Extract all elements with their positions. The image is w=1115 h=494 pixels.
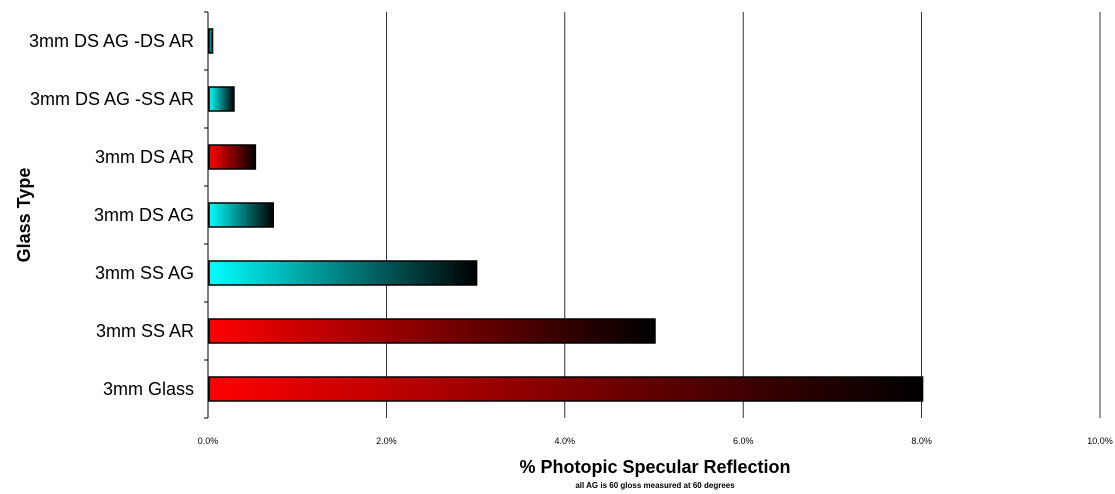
x-axis-note: all AG is 60 gloss measured at 60 degree…: [575, 481, 735, 490]
category-label: 3mm DS AR: [95, 147, 194, 167]
x-tick-label: 2.0%: [376, 436, 397, 446]
category-label: 3mm DS AG -SS AR: [30, 89, 194, 109]
bar: [208, 28, 214, 54]
bars: [208, 28, 924, 402]
x-axis-title: % Photopic Specular Reflection: [519, 457, 790, 477]
category-label: 3mm SS AG: [95, 263, 194, 283]
bar: [208, 260, 478, 286]
x-tick-label: 4.0%: [555, 436, 576, 446]
bar: [208, 202, 274, 228]
x-tick-label: 10.0%: [1087, 436, 1113, 446]
x-tick-label: 6.0%: [733, 436, 754, 446]
bar: [208, 376, 924, 402]
x-tick-label: 8.0%: [911, 436, 932, 446]
category-label: 3mm DS AG -DS AR: [29, 31, 194, 51]
labels: 0.0% 2.0% 4.0% 6.0% 8.0% 10.0% 3mm DS AG -DS A…: [29, 31, 1113, 446]
category-label: 3mm SS AR: [96, 321, 194, 341]
x-tick-label: 0.0%: [198, 436, 219, 446]
bar: [208, 144, 257, 170]
category-label: 3mm DS AG: [94, 205, 194, 225]
y-axis-title: Glass Type: [14, 168, 34, 263]
bar: [208, 86, 235, 112]
bar: [208, 318, 656, 344]
gridlines: [385, 12, 1101, 418]
category-label: 3mm Glass: [103, 379, 194, 399]
axes: [204, 11, 209, 419]
